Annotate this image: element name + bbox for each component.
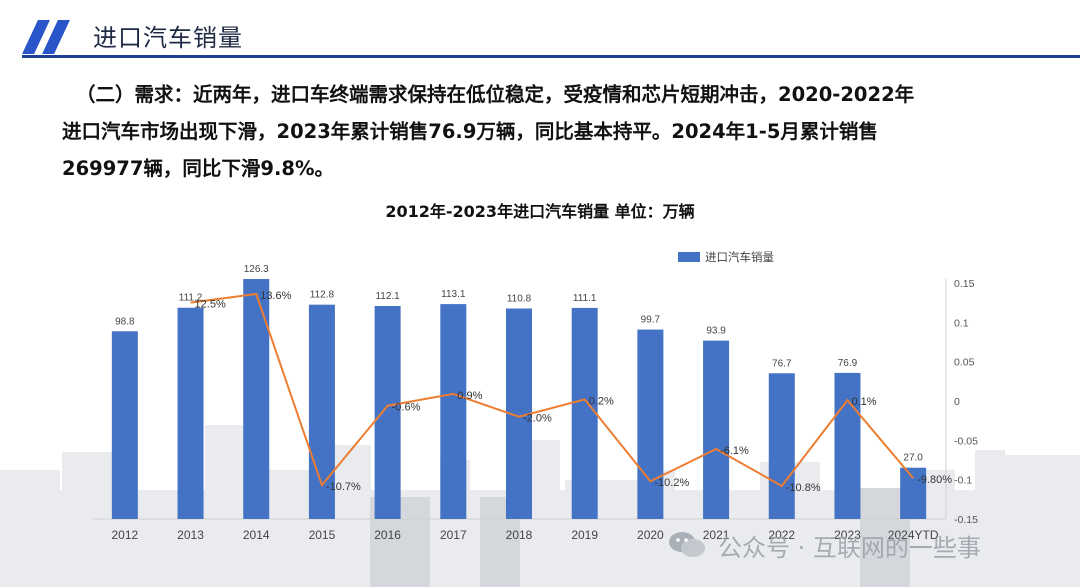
y2-tick-label: 0.05 [954, 357, 975, 369]
y2-tick-label: 0.1 [954, 317, 969, 329]
x-tick-label-2013: 2013 [177, 528, 204, 542]
x-tick-label-2015: 2015 [309, 528, 336, 542]
growth-line [190, 292, 914, 488]
growth-label-2021: -6.1% [720, 445, 749, 457]
growth-label-2023: 0.1% [851, 396, 876, 408]
bar-2013 [177, 307, 204, 519]
x-tick-label-2018: 2018 [506, 528, 533, 542]
growth-label-2014: 13.6% [260, 290, 291, 302]
bar-label-2023: 76.9 [838, 358, 858, 369]
legend-swatch [678, 252, 700, 262]
watermark-text: 公众号 · 互联网的一些事 [718, 534, 981, 562]
growth-label-2020: -10.2% [654, 477, 689, 489]
bar-2023 [834, 372, 861, 519]
bar-2020 [637, 329, 664, 519]
header: 进口汽车销量 [0, 0, 1080, 62]
bar-label-2013: 111.2 [179, 293, 203, 304]
bar-2019 [571, 307, 598, 519]
header-divider [22, 55, 1080, 58]
x-tick-label-2017: 2017 [440, 528, 467, 542]
bar-label-2015: 112.8 [310, 290, 335, 301]
growth-label-2017: 0.9% [457, 390, 482, 402]
growth-label-2019: 0.2% [589, 395, 614, 407]
summary-line-2: 进口汽车市场出现下滑，2023年累计销售76.9万辆，同比基本持平。2024年1… [62, 120, 878, 143]
x-tick-label-2014: 2014 [243, 528, 270, 542]
x-tick-label-2020: 2020 [637, 528, 664, 542]
growth-label-2013: 12.5% [195, 299, 226, 311]
page-title: 进口汽车销量 [93, 24, 243, 52]
bar-2022 [768, 373, 795, 519]
bar-label-2020: 99.7 [641, 315, 661, 326]
y2-tick-label: -0.15 [954, 514, 978, 526]
y2-tick-label: 0.15 [954, 278, 975, 290]
bar-2016 [374, 306, 401, 519]
growth-label-2022: -10.8% [786, 482, 821, 494]
bar-label-2014: 126.3 [244, 264, 269, 275]
bar-label-2019: 111.1 [573, 293, 597, 304]
growth-label-2024YTD: -9.80% [917, 474, 952, 486]
x-tick-label-2022: 2022 [768, 528, 795, 542]
y2-tick-label: -0.1 [954, 475, 972, 487]
summary-paragraph: （二）需求：近两年，进口车终端需求保持在低位稳定，受疫情和芯片短期冲击，2020… [62, 76, 1052, 187]
x-tick-label-2021: 2021 [703, 528, 730, 542]
bar-label-2022: 76.7 [772, 358, 792, 369]
bar-2014 [243, 279, 270, 519]
bar-label-2021: 93.9 [706, 326, 726, 337]
bar-label-2016: 112.1 [375, 291, 400, 302]
growth-label-2015: -10.7% [326, 481, 361, 493]
summary-line-3: 269977辆，同比下滑9.8%。 [62, 157, 334, 180]
bar-2021 [703, 340, 730, 519]
legend-label: 进口汽车销量 [705, 250, 774, 264]
chart-title: 2012年-2023年进口汽车销量 单位：万辆 [385, 202, 695, 221]
x-tick-label-2019: 2019 [571, 528, 598, 542]
x-tick-label-2016: 2016 [374, 528, 401, 542]
x-tick-label-2012: 2012 [111, 528, 138, 542]
bar-label-2024YTD: 27.0 [903, 453, 923, 464]
bar-2024YTD [900, 467, 927, 519]
y2-tick-label: 0 [954, 396, 960, 408]
bar-label-2017: 113.1 [441, 289, 466, 300]
bar-label-2012: 98.8 [115, 316, 135, 327]
growth-label-2016: -0.6% [392, 402, 421, 414]
x-tick-label-2023: 2023 [834, 528, 861, 542]
growth-label-2018: -2.0% [523, 413, 552, 425]
y2-tick-label: -0.05 [954, 435, 978, 447]
wechat-icon [668, 530, 708, 564]
bar-2017 [440, 304, 467, 519]
summary-line-1: （二）需求：近两年，进口车终端需求保持在低位稳定，受疫情和芯片短期冲击，2020… [76, 83, 915, 106]
bar-label-2018: 110.8 [507, 293, 532, 304]
x-tick-label-2024YTD: 2024YTD [888, 528, 939, 542]
bar-2012 [111, 331, 138, 519]
